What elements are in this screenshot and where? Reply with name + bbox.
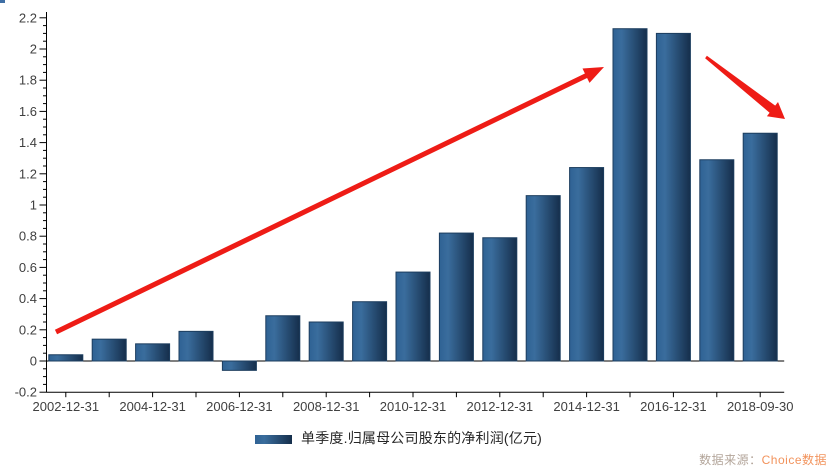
x-axis-tick-label: 2004-12-31 [119,399,186,414]
x-axis-tick-label: 2008-12-31 [293,399,360,414]
y-axis-tick-label: 1.4 [19,135,37,150]
data-source: 数据来源：Choice数据 [699,451,827,468]
x-axis-tick-label: 2012-12-31 [467,399,534,414]
x-axis-tick-label: 2010-12-31 [380,399,447,414]
x-axis-tick-label: 2016-12-31 [640,399,707,414]
trend-arrow-up [54,67,604,335]
x-axis-tick-label: 2018-09-30 [727,399,794,414]
bar-2018-09-30 [742,132,778,362]
x-axis-tick-label: 2002-12-31 [33,399,100,414]
y-axis-tick-label: 1.6 [19,104,37,119]
bar-2010-12-31 [395,271,431,362]
trend-arrow-down [705,55,785,119]
data-source-name: Choice数据 [761,453,827,467]
bar-2015-12-31 [612,28,648,362]
legend-swatch [255,434,292,444]
y-axis-tick-label: 2 [30,42,37,57]
bar-2004-12-31 [135,343,171,362]
legend: 单季度.归属母公司股东的净利润(亿元) [255,428,542,448]
bar-2014-12-31 [569,167,605,362]
bar-2006-12-31 [221,360,257,371]
y-axis-tick-label: 0.2 [19,322,37,337]
bar-2013-12-31 [525,195,561,362]
x-axis-tick-label: 2006-12-31 [206,399,273,414]
corner-artifact [0,0,5,3]
y-axis-tick-label: 2.2 [19,10,37,25]
y-axis-tick-label: 1.2 [19,166,37,181]
y-axis-tick-label: 1 [30,198,37,213]
bar-2008-12-31 [308,321,344,362]
bar-2017-12-31 [699,159,735,362]
bar-2011-12-31 [438,232,474,362]
data-source-label: 数据来源： [699,453,762,467]
y-axis-tick-label: 1.8 [19,73,37,88]
y-axis-tick-label: -0.2 [15,385,37,400]
y-axis-tick-label: 0.4 [19,291,37,306]
bar-2002-12-31 [48,354,84,362]
legend-label: 单季度.归属母公司股东的净利润(亿元) [301,430,543,446]
x-axis-tick-label: 2014-12-31 [553,399,620,414]
bar-2003-12-31 [91,338,127,362]
bar-2005-12-31 [178,330,214,362]
y-axis-tick-label: 0 [30,354,37,369]
bar-2016-12-31 [655,32,691,362]
bar-2012-12-31 [482,237,518,362]
y-axis-tick-label: 0.8 [19,229,37,244]
bar-2007-12-31 [265,315,301,362]
y-axis-tick-label: 0.6 [19,260,37,275]
bar-2009-12-31 [352,301,388,362]
